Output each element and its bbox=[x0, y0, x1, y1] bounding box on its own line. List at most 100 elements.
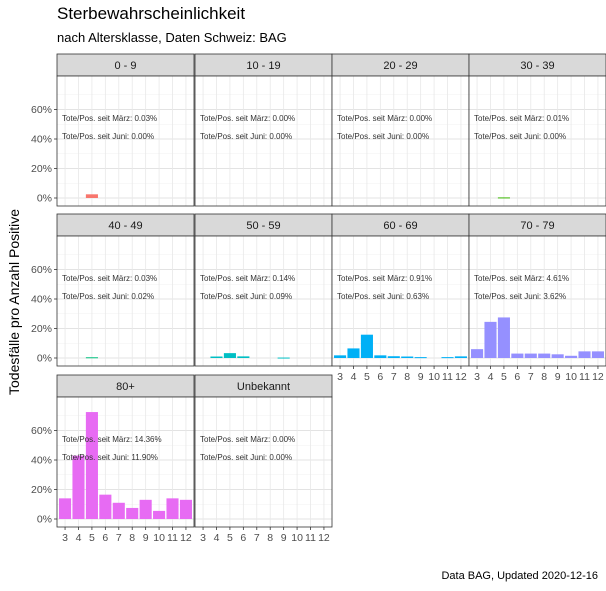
annotation-march: Tote/Pos. seit März: 14.36% bbox=[62, 435, 162, 444]
facet-strip-label: 40 - 49 bbox=[108, 220, 142, 232]
panel-border bbox=[468, 235, 606, 367]
chart-caption: Data BAG, Updated 2020-12-16 bbox=[441, 570, 598, 582]
bar bbox=[414, 357, 427, 359]
panel-background bbox=[332, 236, 469, 366]
x-tick-label: 4 bbox=[488, 371, 494, 383]
x-tick-label: 9 bbox=[555, 371, 561, 383]
x-tick-label: 3 bbox=[337, 371, 343, 383]
x-tick-label: 11 bbox=[579, 371, 590, 383]
bar bbox=[112, 502, 125, 519]
panel-border bbox=[56, 75, 195, 207]
bar bbox=[578, 351, 591, 358]
y-tick-label: 60% bbox=[31, 425, 52, 437]
bar bbox=[484, 321, 497, 358]
annotation-march: Tote/Pos. seit März: 0.00% bbox=[200, 435, 295, 444]
bar bbox=[374, 355, 387, 358]
annotation-march: Tote/Pos. seit März: 0.91% bbox=[337, 274, 432, 283]
x-tick-label: 4 bbox=[214, 532, 220, 544]
bar bbox=[401, 356, 414, 358]
x-tick-label: 9 bbox=[281, 532, 287, 544]
bar bbox=[497, 317, 510, 358]
panel-border bbox=[56, 396, 195, 528]
x-tick-label: 10 bbox=[565, 371, 577, 383]
x-tick-label: 5 bbox=[89, 532, 95, 544]
chart-title: Sterbewahrscheinlichkeit bbox=[57, 4, 246, 23]
facet-strip-label: 70 - 79 bbox=[520, 220, 554, 232]
x-tick-label: 5 bbox=[364, 371, 370, 383]
bar bbox=[237, 356, 250, 358]
annotation-june: Tote/Pos. seit Juni: 11.90% bbox=[62, 453, 158, 462]
x-tick-label: 6 bbox=[240, 532, 246, 544]
y-tick-label: 40% bbox=[31, 294, 52, 306]
panel-background bbox=[195, 76, 332, 206]
bar bbox=[153, 510, 166, 519]
annotation-june: Tote/Pos. seit Juni: 0.00% bbox=[62, 132, 154, 141]
facet-panel: 70 - 79 Tote/Pos. seit März: 4.61% Tote/Po… bbox=[468, 213, 606, 383]
annotation-june: Tote/Pos. seit Juni: 3.62% bbox=[474, 292, 566, 301]
bar bbox=[85, 194, 98, 198]
x-tick-label: 6 bbox=[102, 532, 108, 544]
panel-border bbox=[468, 75, 606, 207]
y-tick-label: 40% bbox=[31, 455, 52, 467]
x-tick-label: 3 bbox=[200, 532, 206, 544]
facet-strip-label: 30 - 39 bbox=[520, 60, 554, 72]
x-tick-label: 9 bbox=[143, 532, 149, 544]
y-tick-label: 40% bbox=[31, 134, 52, 146]
facet-panel: 60 - 69 Tote/Pos. seit März: 0.91% Tote/Po… bbox=[331, 213, 470, 383]
bar bbox=[441, 357, 454, 359]
x-tick-label: 12 bbox=[180, 532, 192, 544]
bar bbox=[511, 353, 524, 358]
panel-background bbox=[195, 397, 332, 527]
bar bbox=[210, 356, 223, 358]
annotation-june: Tote/Pos. seit Juni: 0.09% bbox=[200, 292, 292, 301]
x-tick-label: 8 bbox=[267, 532, 273, 544]
annotation-june: Tote/Pos. seit Juni: 0.00% bbox=[200, 453, 292, 462]
x-tick-label: 3 bbox=[62, 532, 68, 544]
bar bbox=[277, 357, 290, 359]
facet-panel: 0 - 9 Tote/Pos. seit März: 0.03% Tote/Pos.… bbox=[31, 53, 195, 207]
facet-strip-label: Unbekannt bbox=[237, 381, 290, 393]
facet-strip-label: 60 - 69 bbox=[383, 220, 417, 232]
bar bbox=[99, 494, 112, 519]
x-tick-label: 12 bbox=[318, 532, 330, 544]
bar bbox=[85, 412, 98, 519]
panel-background bbox=[57, 76, 194, 206]
y-tick-label: 0% bbox=[37, 353, 52, 365]
annotation-june: Tote/Pos. seit Juni: 0.00% bbox=[337, 132, 429, 141]
annotation-june: Tote/Pos. seit Juni: 0.63% bbox=[337, 292, 429, 301]
y-tick-label: 20% bbox=[31, 323, 52, 335]
bar bbox=[524, 353, 537, 358]
annotation-march: Tote/Pos. seit März: 0.03% bbox=[62, 274, 157, 283]
x-tick-label: 9 bbox=[418, 371, 424, 383]
x-tick-label: 10 bbox=[153, 532, 165, 544]
bar bbox=[551, 354, 564, 358]
annotation-march: Tote/Pos. seit März: 4.61% bbox=[474, 274, 569, 283]
annotation-march: Tote/Pos. seit März: 0.00% bbox=[200, 114, 295, 123]
facet-panel: Unbekannt Tote/Pos. seit März: 0.00% Tote/… bbox=[194, 374, 333, 544]
facet-strip-label: 80+ bbox=[116, 381, 135, 393]
x-tick-label: 3 bbox=[474, 371, 480, 383]
y-tick-label: 60% bbox=[31, 104, 52, 116]
x-tick-label: 12 bbox=[592, 371, 604, 383]
annotation-march: Tote/Pos. seit März: 0.14% bbox=[200, 274, 295, 283]
chart-subtitle: nach Altersklasse, Daten Schweiz: BAG bbox=[57, 30, 287, 45]
facet-strip-label: 10 - 19 bbox=[246, 60, 280, 72]
panel-background bbox=[195, 236, 332, 366]
y-tick-label: 0% bbox=[37, 193, 52, 205]
panel-background bbox=[332, 76, 469, 206]
x-tick-label: 5 bbox=[501, 371, 507, 383]
bar bbox=[85, 357, 98, 359]
bar bbox=[223, 353, 236, 358]
y-tick-label: 20% bbox=[31, 484, 52, 496]
bar bbox=[360, 334, 373, 358]
x-tick-label: 4 bbox=[351, 371, 357, 383]
panel-border bbox=[56, 235, 195, 367]
bar bbox=[538, 353, 551, 358]
x-tick-label: 8 bbox=[404, 371, 410, 383]
annotation-march: Tote/Pos. seit März: 0.01% bbox=[474, 114, 569, 123]
x-tick-label: 6 bbox=[514, 371, 520, 383]
x-tick-label: 6 bbox=[377, 371, 383, 383]
bar bbox=[126, 507, 139, 519]
facet-strip-label: 20 - 29 bbox=[383, 60, 417, 72]
